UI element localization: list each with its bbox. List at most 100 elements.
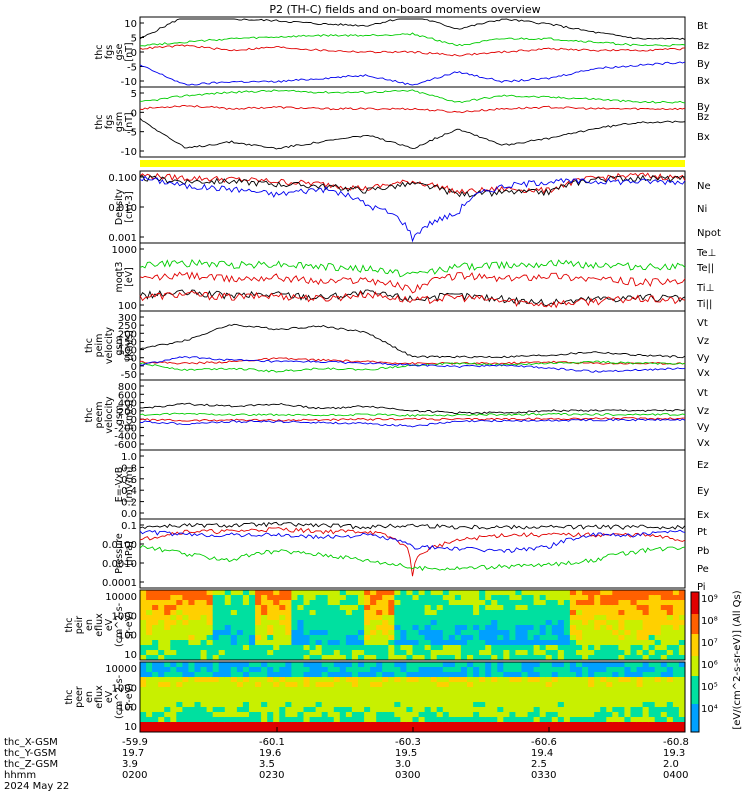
spectrogram-cell: [345, 702, 353, 708]
spectrogram-cell: [448, 650, 456, 656]
spectrogram-cell: [648, 630, 656, 636]
spectrogram-cell: [624, 682, 631, 688]
spectrogram-cell: [279, 610, 286, 616]
spectrogram-cell: [618, 600, 625, 606]
spectrogram-cell: [170, 595, 177, 601]
colorbar-segment: [691, 656, 699, 659]
panel-ylabel-line: (cm^2-s-: [114, 675, 125, 719]
spectrogram-cell: [503, 677, 510, 683]
spectrogram-cell: [424, 640, 432, 646]
spectrogram-cell: [309, 620, 317, 626]
spectrogram-cell: [394, 610, 401, 616]
spectrogram-cell: [224, 702, 232, 708]
spectrogram-cell: [642, 707, 650, 713]
spectrogram-cell: [442, 655, 450, 661]
spectrogram-cell: [533, 640, 541, 646]
spectrogram-cell: [666, 590, 674, 596]
spectrogram-cell: [412, 722, 420, 728]
spectrogram-cell: [491, 672, 498, 678]
spectrogram-cell: [660, 712, 668, 718]
spectrogram-cell: [194, 702, 202, 708]
spectrogram-cell: [297, 630, 304, 636]
spectrogram-cell: [146, 600, 153, 606]
spectrogram-cell: [158, 655, 165, 661]
spectrogram-cell: [236, 722, 244, 728]
spectrogram-cell: [394, 712, 401, 718]
spectrogram-cell: [297, 655, 304, 661]
spectrogram-cell: [285, 662, 292, 668]
spectrogram-cell: [454, 590, 462, 596]
spectrogram-cell: [436, 712, 444, 718]
spectrogram-cell: [230, 615, 238, 621]
spectrogram-cell: [182, 635, 189, 641]
spectrogram-cell: [654, 682, 662, 688]
spectrogram-cell: [364, 722, 371, 728]
spectrogram-cell: [242, 635, 250, 641]
spectrogram-cell: [146, 707, 153, 713]
spectrogram-cell: [358, 682, 365, 688]
spectrogram-cell: [206, 655, 214, 661]
spectrogram-cell: [212, 677, 220, 683]
spectrogram-cell: [236, 717, 244, 723]
spectrogram-cell: [273, 697, 280, 703]
spectrogram-cell: [339, 682, 347, 688]
spectrogram-cell: [158, 590, 165, 596]
spectrogram-cell: [418, 662, 426, 668]
colorbar-segment: [691, 674, 699, 677]
spectrogram-cell: [279, 727, 286, 733]
spectrogram-cell: [291, 672, 298, 678]
colorbar-segment: [691, 632, 699, 635]
spectrogram-cell: [515, 677, 522, 683]
spectrogram-cell: [224, 630, 232, 636]
spectrogram-cell: [624, 655, 631, 661]
spectrogram-cell: [188, 722, 195, 728]
spectrogram-cell: [582, 682, 589, 688]
spectrogram-cell: [158, 697, 165, 703]
spectrogram-cell: [194, 692, 202, 698]
spectrogram-cell: [315, 610, 323, 616]
spectrogram-cell: [158, 727, 165, 733]
spectrogram-cell: [170, 682, 177, 688]
spectrogram-cell: [285, 712, 292, 718]
spectrogram-cell: [666, 640, 674, 646]
spectrogram-cell: [600, 702, 607, 708]
spectrogram-cell: [582, 655, 589, 661]
spectrogram-cell: [333, 600, 341, 606]
spectrogram-cell: [206, 727, 214, 733]
spectrogram-cell: [327, 672, 335, 678]
spectrogram-cell: [351, 697, 359, 703]
spectrogram-cell: [194, 620, 202, 626]
spectrogram-cell: [400, 727, 407, 733]
spectrogram-cell: [454, 722, 462, 728]
spectrogram-cell: [594, 655, 601, 661]
spectrogram-cell: [497, 722, 504, 728]
spectrogram-cell: [297, 600, 304, 606]
spectrogram-cell: [551, 595, 559, 601]
spectrogram-cell: [194, 615, 202, 621]
spectrogram-cell: [285, 692, 292, 698]
spectrogram-cell: [303, 655, 311, 661]
colorbar-segment: [691, 616, 699, 619]
colorbar-segment: [691, 730, 699, 733]
spectrogram-cell: [448, 692, 456, 698]
spectrogram-cell: [206, 697, 214, 703]
spectrogram-cell: [273, 717, 280, 723]
spectrogram-cell: [473, 667, 480, 673]
spectrogram-cell: [339, 615, 347, 621]
spectrogram-cell: [467, 727, 474, 733]
spectrogram-cell: [467, 605, 474, 611]
spectrogram-cell: [606, 630, 613, 636]
series-peem_vel-Vx: [139, 418, 686, 428]
spectrogram-cell: [333, 707, 341, 713]
spectrogram-cell: [194, 662, 202, 668]
spectrogram-cell: [448, 600, 456, 606]
spectrogram-cell: [594, 595, 601, 601]
spectrogram-cell: [364, 682, 371, 688]
spectrogram-cell: [600, 682, 607, 688]
spectrogram-cell: [551, 655, 559, 661]
spectrogram-cell: [345, 697, 353, 703]
spectrogram-cell: [454, 682, 462, 688]
spectrogram-cell: [327, 682, 335, 688]
spectrogram-cell: [503, 625, 510, 631]
spectrogram-cell: [236, 620, 244, 626]
